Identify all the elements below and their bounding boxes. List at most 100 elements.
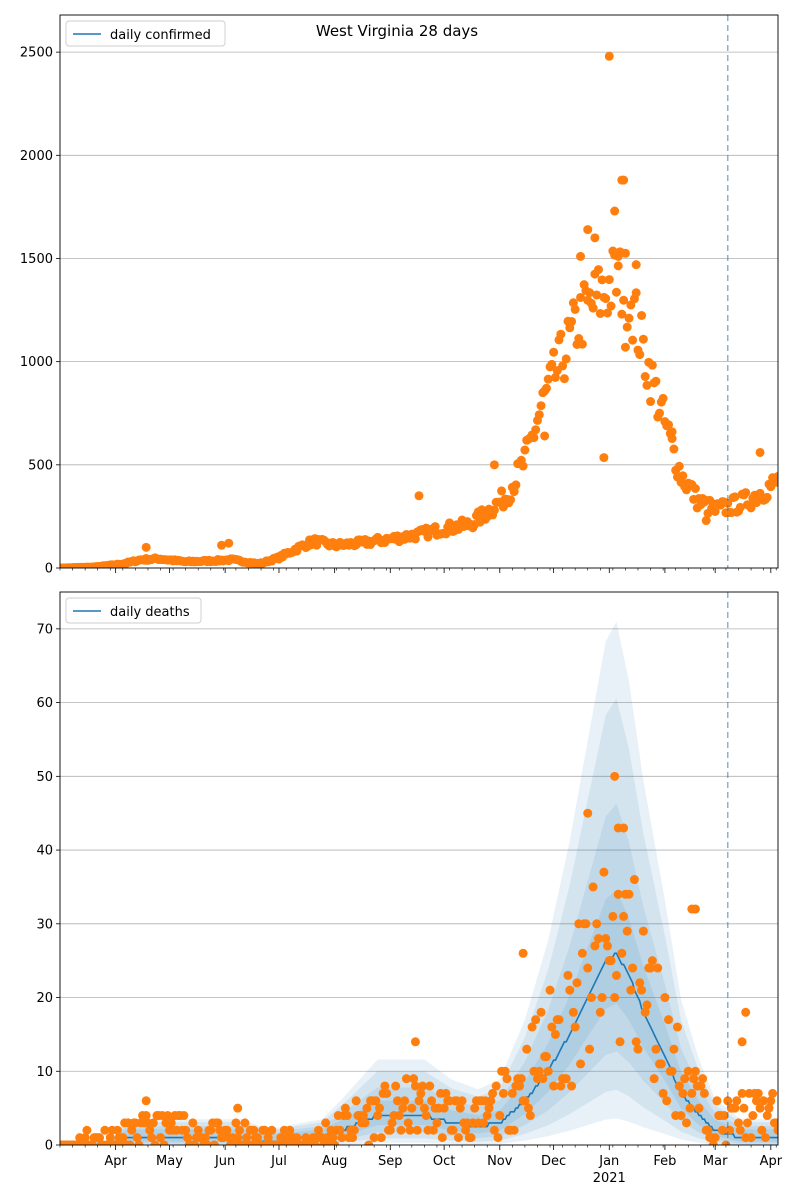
confirmed-point (604, 275, 614, 285)
deaths-point (414, 1096, 424, 1106)
outlier-point (583, 225, 593, 235)
deaths-point (568, 1007, 578, 1017)
y-tick-label: 40 (36, 844, 53, 859)
deaths-point (581, 919, 591, 929)
deaths-point (498, 1088, 508, 1098)
deaths-point (396, 1125, 406, 1135)
deaths-point (403, 1118, 413, 1128)
deaths-point (619, 911, 629, 921)
confirmed-point (576, 292, 586, 302)
deaths-point (585, 1044, 595, 1054)
confirmed-point (550, 372, 560, 382)
confirmed-point (678, 471, 688, 481)
deaths-point (163, 1111, 173, 1121)
confirmed-point (547, 359, 557, 369)
y-tick-label: 10 (36, 1065, 53, 1080)
outlier-point (741, 1007, 751, 1017)
plot-area (60, 621, 778, 1145)
confirmed-point (741, 488, 751, 498)
deaths-point (570, 1022, 580, 1032)
outlier-point (604, 51, 614, 61)
confirmed-point (529, 433, 539, 443)
deaths-point (613, 889, 623, 899)
deaths-point (594, 934, 603, 944)
deaths-point (328, 1133, 338, 1143)
deaths-point (608, 911, 618, 921)
confirmed-point (570, 304, 580, 314)
deaths-point (755, 1103, 765, 1113)
confirmed-point (613, 261, 623, 271)
deaths-point (599, 867, 609, 877)
deaths-point (703, 1125, 713, 1135)
deaths-point (179, 1111, 189, 1121)
legend-box (65, 597, 202, 624)
deaths-point (549, 1081, 559, 1091)
deaths-point (94, 1133, 104, 1143)
confirmed-point (735, 502, 745, 512)
confirmed-point (543, 374, 553, 384)
deaths-axes: 0 10 20 30 40 50 60 70 Apr May Jun Jul Aug Sep Oct Nov D… (36, 591, 783, 1186)
deaths-point (577, 948, 587, 958)
confirmed-point (592, 290, 602, 300)
deaths-point (768, 1088, 778, 1098)
y-tick-label: 70 (36, 622, 53, 637)
confirmed-point (410, 534, 420, 544)
deaths-point (567, 1081, 577, 1091)
deaths-point (470, 1103, 480, 1113)
deaths-point (685, 1103, 695, 1113)
deaths-point (376, 1133, 386, 1143)
outlier-point (518, 948, 528, 958)
deaths-point (409, 1074, 419, 1084)
deaths-point (592, 919, 602, 929)
deaths-point (206, 1125, 216, 1135)
confirmed-point (624, 313, 634, 323)
deaths-point (624, 889, 634, 899)
deaths-point (536, 1007, 546, 1017)
deaths-point (231, 1118, 241, 1128)
confirmed-point (651, 376, 661, 386)
deaths-point (441, 1088, 451, 1098)
deaths-point (626, 985, 636, 995)
deaths-point (523, 1103, 533, 1113)
deaths-point (260, 1125, 270, 1135)
deaths-point (629, 875, 639, 885)
confirmed-point (541, 383, 551, 393)
deaths-point (313, 1125, 323, 1135)
deaths-point (373, 1111, 383, 1121)
confirmed-point (601, 294, 611, 304)
confirmed-point (640, 372, 650, 382)
y-tick-label: 60 (36, 696, 53, 711)
confirmed-axes: 0 500 1000 1500 2000 2500 daily confirmed (20, 14, 779, 577)
deaths-point (193, 1125, 203, 1135)
deaths-point (622, 926, 632, 936)
deaths-point (400, 1096, 410, 1106)
x-tick-label: Jun (214, 1154, 235, 1169)
outlier-point (141, 1096, 151, 1106)
deaths-point (369, 1133, 379, 1143)
legend-box (65, 20, 226, 47)
confirmed-point (549, 347, 559, 357)
deaths-point (602, 941, 612, 951)
deaths-point (606, 956, 616, 966)
deaths-point (667, 1066, 677, 1076)
deaths-point (764, 1103, 774, 1113)
deaths-point (554, 1015, 564, 1025)
deaths-point (439, 1103, 449, 1113)
deaths-point (676, 1111, 686, 1121)
deaths-point (597, 993, 607, 1003)
deaths-point (292, 1133, 302, 1143)
deaths-point (610, 993, 620, 1003)
deaths-point (285, 1125, 295, 1135)
deaths-point (687, 1088, 697, 1098)
deaths-point (330, 1140, 340, 1145)
deaths-point (773, 1125, 778, 1135)
x-tick-label: Nov (487, 1154, 513, 1169)
deaths-point (105, 1133, 115, 1143)
outlier-point (620, 342, 630, 352)
confirmed-point (531, 425, 541, 435)
x-tick-label: Jan (598, 1154, 619, 1169)
deaths-point (631, 1037, 641, 1047)
confirmed-point (445, 518, 455, 528)
y-tick-label: 1500 (20, 252, 53, 267)
outlier-point (599, 453, 609, 463)
